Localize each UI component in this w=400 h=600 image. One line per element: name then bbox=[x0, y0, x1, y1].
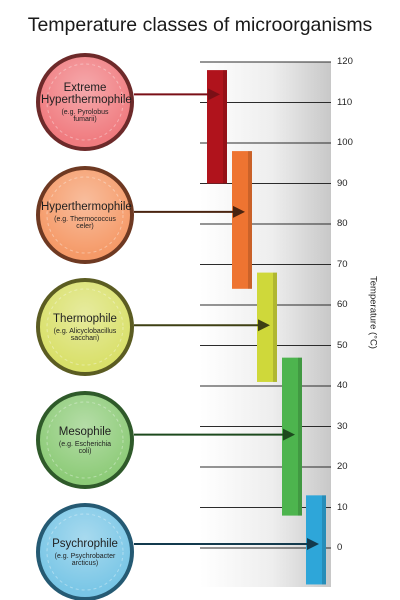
range-bar-thermo bbox=[257, 272, 277, 382]
class-name-line: Psychrophile bbox=[52, 538, 118, 550]
circle-gloss bbox=[40, 57, 130, 147]
class-name-line: Extreme bbox=[63, 81, 107, 94]
class-example-line: celer) bbox=[76, 223, 94, 231]
tick-label: 90 bbox=[337, 177, 348, 189]
class-name-line: Mesophile bbox=[58, 426, 112, 438]
arrow-head-extreme bbox=[208, 88, 220, 101]
circle-gloss bbox=[40, 170, 130, 260]
class-name-line: Thermophile bbox=[53, 313, 117, 325]
class-example-line: (e.g. Alicyclobacillus bbox=[53, 327, 117, 335]
tick-label: 30 bbox=[337, 420, 348, 432]
range-bar-shade bbox=[322, 495, 326, 585]
circle-gloss bbox=[40, 507, 130, 597]
class-label-psychro: Psychrophile (e.g. Psychrobacter arcticus) bbox=[41, 538, 129, 568]
arrow-head-psychro bbox=[307, 537, 319, 550]
range-bar-shade bbox=[298, 357, 302, 516]
class-example-line: fumarii) bbox=[73, 116, 97, 124]
organism-circles bbox=[36, 53, 134, 600]
class-example-line: (e.g. Pyrolobus bbox=[61, 108, 109, 116]
range-bar-hyper bbox=[232, 151, 252, 289]
pointer-arrows bbox=[134, 88, 319, 550]
class-example-line: (e.g. Escherichia bbox=[58, 440, 112, 448]
arrow-head-hyper bbox=[233, 205, 245, 218]
range-bar-extreme bbox=[207, 70, 227, 184]
tick-label: 40 bbox=[337, 380, 348, 391]
class-label-thermo: Thermophile (e.g. Alicyclobacillus sacchar… bbox=[41, 313, 129, 343]
range-bar-meso bbox=[282, 357, 302, 516]
tick-label: 110 bbox=[337, 96, 353, 108]
arrow-head-thermo bbox=[258, 319, 270, 332]
class-example-line: sacchari) bbox=[70, 335, 100, 343]
axis-label: Temperature (°C) bbox=[367, 276, 379, 350]
class-example-line: (e.g. Thermococcus bbox=[54, 215, 116, 223]
tick-label: 80 bbox=[337, 218, 348, 229]
class-example-line: (e.g. Psychrobacter bbox=[54, 552, 116, 560]
tick-label: 100 bbox=[337, 137, 353, 148]
class-label-meso: Mesophile (e.g. Escherichia coli) bbox=[41, 426, 129, 456]
class-example-line: coli) bbox=[78, 448, 92, 456]
tick-label: 0 bbox=[337, 542, 343, 553]
class-example-line: arcticus) bbox=[71, 560, 99, 568]
arrow-head-meso bbox=[283, 428, 295, 441]
circle-gloss bbox=[40, 395, 130, 485]
range-bar-psychro bbox=[306, 495, 326, 585]
tick-label: 50 bbox=[337, 339, 348, 351]
range-bar-shade bbox=[273, 272, 277, 382]
class-name-line: Hyperthermophile bbox=[41, 201, 132, 213]
temperature-range-bars bbox=[207, 70, 326, 585]
class-label-hyper: Hyperthermophile (e.g. Thermococcus celer) bbox=[41, 201, 132, 231]
class-label-extreme: Extreme Hyperthermophile (e.g. Pyrolobus fu… bbox=[41, 81, 132, 125]
tick-label: 20 bbox=[337, 461, 348, 472]
tick-label: 70 bbox=[337, 258, 348, 270]
tick-label: 60 bbox=[337, 299, 348, 310]
circle-gloss bbox=[40, 282, 130, 372]
tick-label: 10 bbox=[337, 501, 348, 513]
range-bar-shade bbox=[223, 70, 227, 184]
range-bar-shade bbox=[248, 151, 252, 289]
tick-label: 120 bbox=[337, 56, 353, 67]
diagram-title: Temperature classes of microorganisms bbox=[27, 14, 373, 36]
class-name-line: Hyperthermophile bbox=[41, 94, 132, 107]
